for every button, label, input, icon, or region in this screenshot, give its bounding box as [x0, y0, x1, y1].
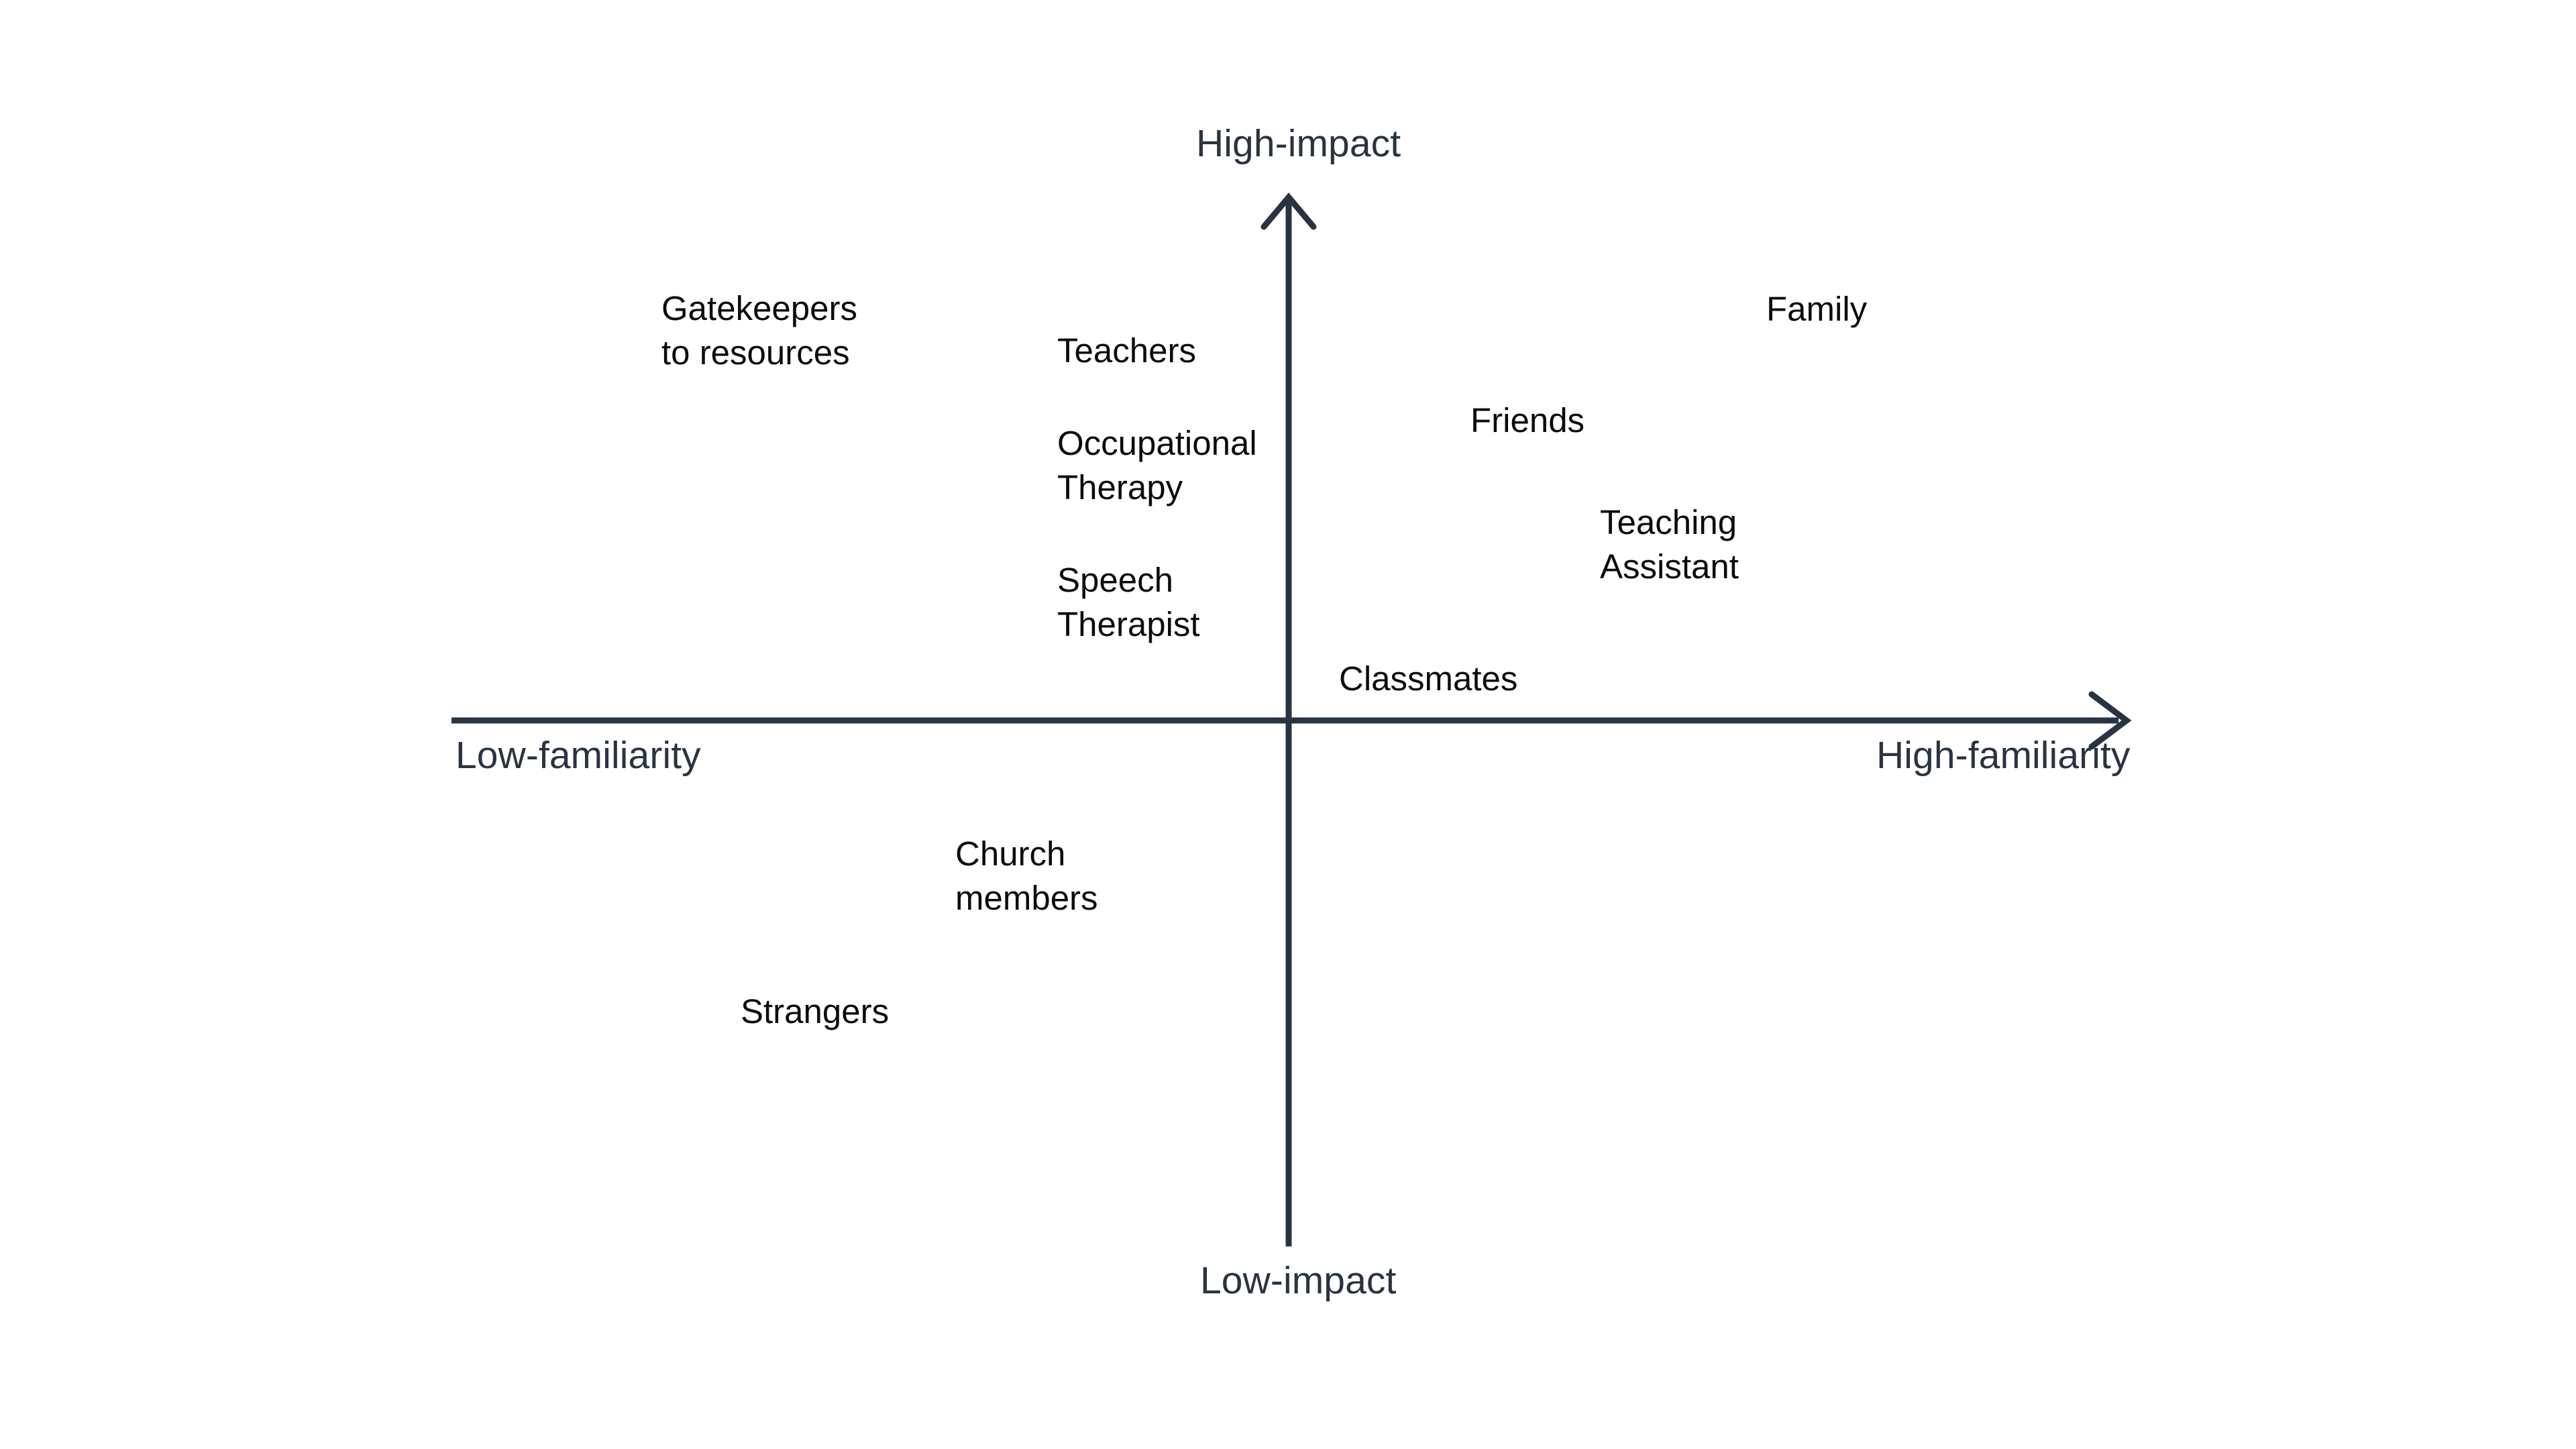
axis-label-high-impact: High-impact [1196, 122, 1401, 165]
horizontal-axis [451, 691, 2132, 750]
item-label-occupational-therapy: Occupational Therapy [1057, 424, 1257, 506]
vertical-axis-arrowhead-icon [1260, 193, 1317, 230]
horizontal-axis-arrowhead-icon [2088, 691, 2132, 750]
item-label-teachers: Teachers [1057, 331, 1196, 370]
item-label-friends: Friends [1470, 401, 1585, 439]
axis-label-high-familiarity: High-familiarity [1876, 734, 2131, 777]
axis-label-low-familiarity: Low-familiarity [455, 734, 701, 777]
item-label-church-members: Church members [955, 835, 1098, 917]
item-label-classmates: Classmates [1339, 659, 1518, 698]
item-label-strangers: Strangers [741, 992, 890, 1030]
item-label-gatekeepers-to-resources: Gatekeepers to resources [661, 289, 858, 372]
item-label-family: Family [1766, 290, 1868, 328]
item-label-speech-therapist: Speech Therapist [1057, 561, 1200, 643]
item-label-teaching-assistant: Teaching Assistant [1600, 503, 1739, 586]
axis-label-low-impact: Low-impact [1200, 1259, 1397, 1302]
vertical-axis [1260, 193, 1317, 1246]
